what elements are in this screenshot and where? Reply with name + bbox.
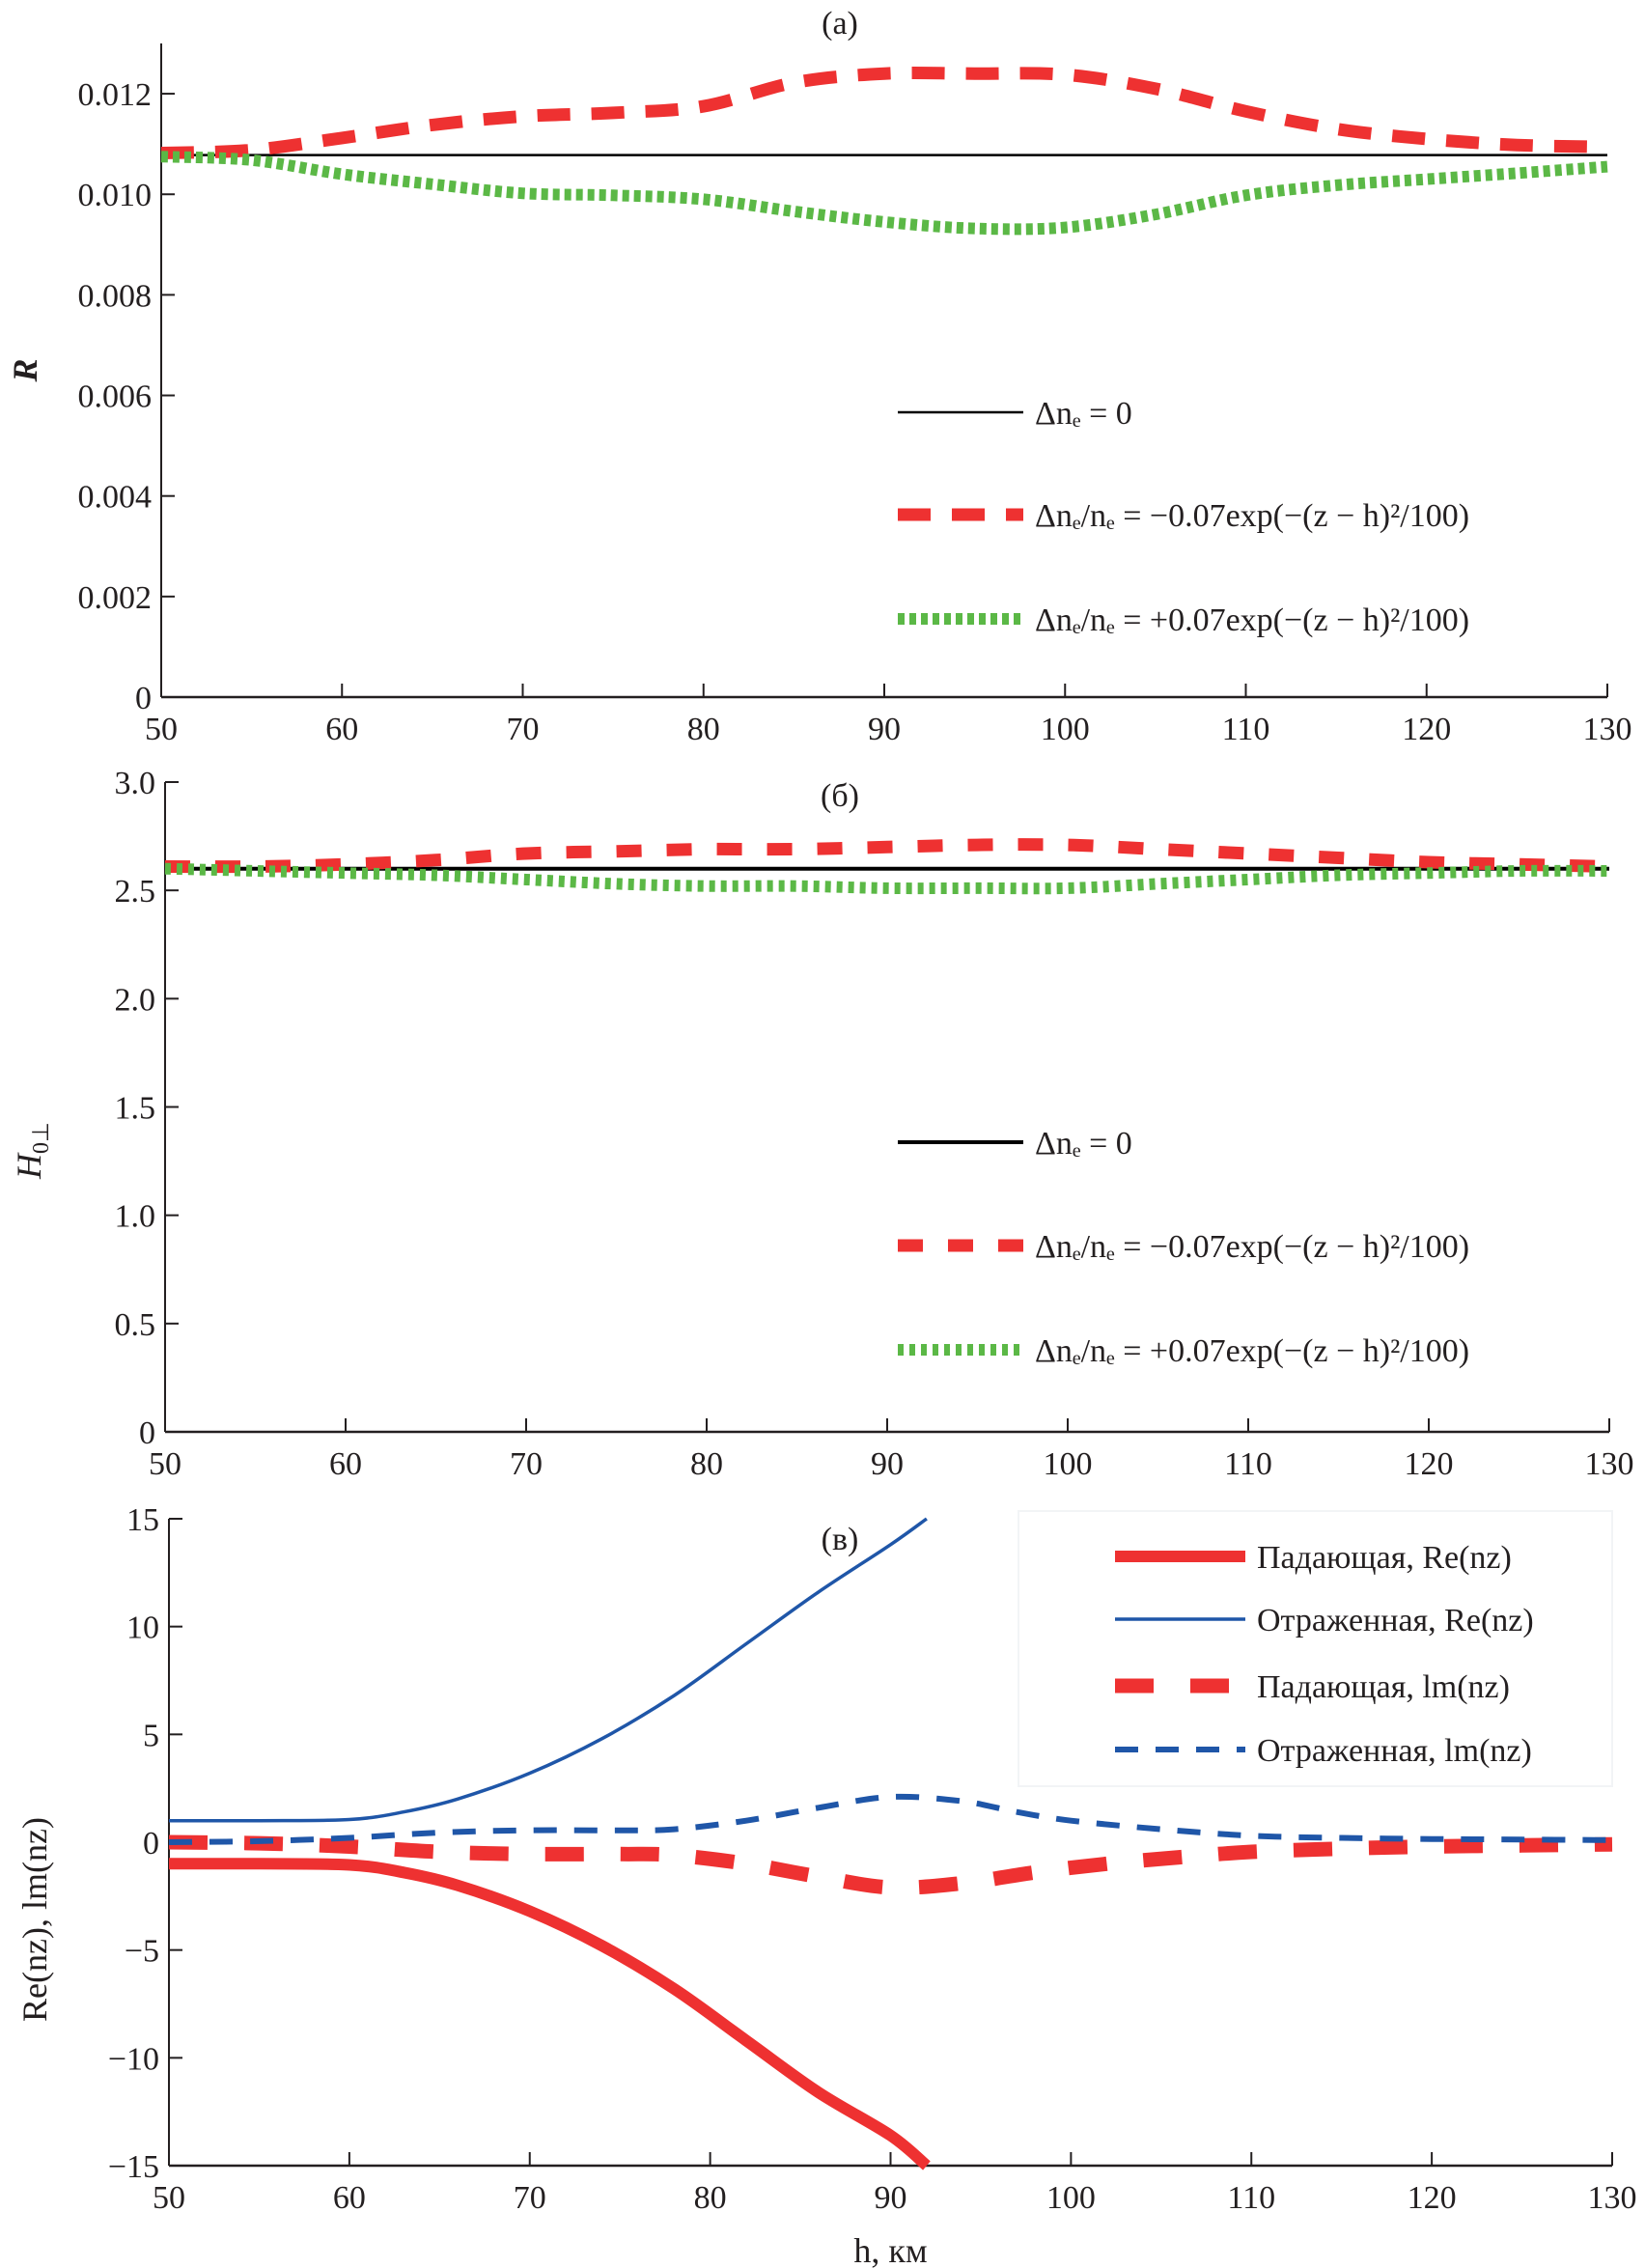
x-tick-label: 100 xyxy=(1046,2180,1096,2216)
x-tick-label: 130 xyxy=(1583,712,1632,747)
y-tick-label: 0.006 xyxy=(78,379,153,415)
y-tick-label: 0 xyxy=(135,681,152,716)
y-tick-label: 0.004 xyxy=(78,480,153,516)
x-tick-label: 120 xyxy=(1408,2180,1457,2216)
x-tick-label: 50 xyxy=(149,1446,181,1482)
y-tick-label: 5 xyxy=(143,1718,159,1753)
legend-label: Падающая, Re(nz) xyxy=(1257,1540,1512,1576)
x-axis-label: h, км xyxy=(853,2231,927,2268)
y-tick-label: 0.008 xyxy=(78,278,153,314)
y-axis-label: R xyxy=(6,358,44,382)
legend: Δnₑ = 0 Δnₑ/nₑ = −0.07exp(−(z − h)²/100) Δ… xyxy=(898,1126,1469,1369)
panel-title: (в) xyxy=(822,1522,859,1557)
y-tick-label: 1.5 xyxy=(115,1091,156,1127)
x-tick-label: 50 xyxy=(145,712,178,747)
x-tick-label: 60 xyxy=(333,2180,366,2216)
legend-label: Отраженная, lm(nz) xyxy=(1257,1733,1532,1769)
y-tick-label: −15 xyxy=(108,2149,159,2185)
legend-label: Δnₑ/nₑ = −0.07exp(−(z − h)²/100) xyxy=(1035,1229,1469,1265)
y-tick-label: 3.0 xyxy=(115,766,156,801)
y-tick-label: 2.5 xyxy=(115,874,156,910)
legend-label: Падающая, lm(nz) xyxy=(1257,1669,1510,1705)
legend: Падающая, Re(nz) Отраженная, Re(nz) Падающ… xyxy=(1018,1510,1613,1787)
y-tick-label: 2.0 xyxy=(115,982,156,1018)
x-tick-label: 60 xyxy=(329,1446,362,1482)
y-tick-label: 0 xyxy=(143,1826,159,1862)
legend-label: Δnₑ/nₑ = +0.07exp(−(z − h)²/100) xyxy=(1035,1333,1469,1369)
series-line-2 xyxy=(164,862,1610,895)
y-tick-label: 0 xyxy=(139,1415,155,1451)
x-tick-label: 70 xyxy=(507,712,540,747)
y-tick-label: 0.5 xyxy=(115,1307,156,1343)
y-axis-label: Re(nz), lm(nz) xyxy=(15,1817,54,2022)
y-tick-label: 1.0 xyxy=(115,1199,156,1235)
y-tick-label: 0.002 xyxy=(78,580,153,616)
x-tick-label: 80 xyxy=(694,2180,727,2216)
x-tick-label: 70 xyxy=(514,2180,546,2216)
legend-label: Отраженная, Re(nz) xyxy=(1257,1603,1534,1638)
x-tick-label: 90 xyxy=(875,2180,907,2216)
x-tick-label: 90 xyxy=(871,1446,904,1482)
panel-b: (б) 50 60 70 80 90 100 110 120 130 0 0.5 1.0 1.5 2.0 2.… xyxy=(10,766,1634,1482)
series-line-1 xyxy=(168,1517,928,1823)
legend-label: Δnₑ/nₑ = −0.07exp(−(z − h)²/100) xyxy=(1035,498,1469,534)
x-tick-label: 50 xyxy=(153,2180,185,2216)
x-tick-label: 70 xyxy=(510,1446,543,1482)
y-tick-label: −10 xyxy=(108,2041,159,2077)
y-tick-label: −5 xyxy=(125,1934,159,1970)
legend-label: Δnₑ/nₑ = +0.07exp(−(z − h)²/100) xyxy=(1035,602,1469,638)
legend-label: Δnₑ = 0 xyxy=(1035,1126,1132,1162)
y-axis-label: H0⊥ xyxy=(10,1122,54,1180)
y-tick-label: 0.012 xyxy=(78,77,153,113)
x-tick-label: 100 xyxy=(1041,712,1090,747)
x-tick-label: 100 xyxy=(1044,1446,1093,1482)
panel-title: (a) xyxy=(822,6,858,42)
panel-a: (a) 50 60 70 80 90 100 110 120 130 0 0.002 0.004 0.00… xyxy=(6,6,1632,747)
series-line-1 xyxy=(160,67,1608,159)
legend: Δnₑ = 0 Δnₑ/nₑ = −0.07exp(−(z − h)²/100) Δ… xyxy=(898,396,1469,638)
x-tick-label: 120 xyxy=(1402,712,1451,747)
x-tick-label: 90 xyxy=(868,712,901,747)
x-tick-label: 110 xyxy=(1224,1446,1272,1482)
panel-title: (б) xyxy=(821,778,859,814)
legend-label: Δnₑ = 0 xyxy=(1035,396,1132,432)
y-tick-label: 15 xyxy=(126,1502,159,1538)
series-line-2 xyxy=(160,151,1608,236)
series-line-3 xyxy=(168,1793,1613,1845)
series-line-0 xyxy=(168,1858,931,2170)
series-line-1 xyxy=(164,838,1610,874)
panel-v: (в) 50 60 70 80 90 100 110 120 130 −15 −10 −5 0 5 10 15 R… xyxy=(15,1502,1637,2268)
x-tick-label: 130 xyxy=(1588,2180,1637,2216)
x-tick-label: 120 xyxy=(1405,1446,1454,1482)
y-tick-label: 0.010 xyxy=(78,178,153,213)
x-tick-label: 110 xyxy=(1222,712,1270,747)
x-tick-label: 80 xyxy=(687,712,720,747)
x-tick-label: 60 xyxy=(325,712,358,747)
y-tick-label: 10 xyxy=(126,1610,159,1646)
x-tick-label: 80 xyxy=(690,1446,723,1482)
x-tick-label: 110 xyxy=(1227,2180,1275,2216)
x-tick-label: 130 xyxy=(1585,1446,1634,1482)
